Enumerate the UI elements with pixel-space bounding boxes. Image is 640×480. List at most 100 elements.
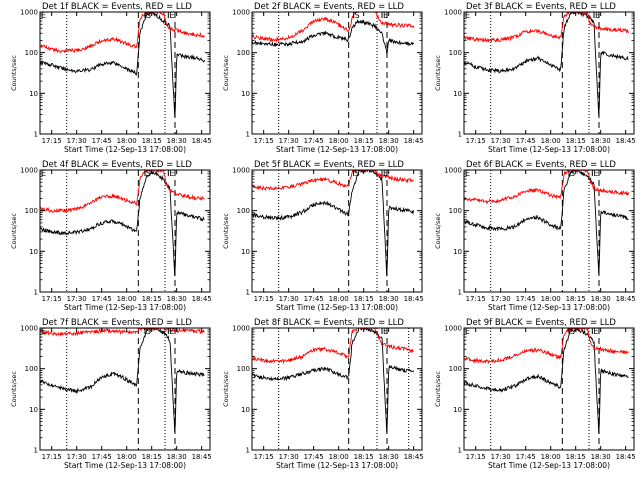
panel-2: 1 10 100 1000 17:15 17:30 17:45 18:00 18:15 18:30… [222, 0, 424, 154]
x-tick-label: 17:30 [491, 295, 511, 303]
panel-title: Det 5f BLACK = Events, RED = LLD [254, 160, 404, 170]
y-tick-label: 100 [25, 207, 38, 215]
y-tick-label: 10 [453, 248, 462, 256]
x-tick-label: 18:15 [566, 137, 586, 145]
plot-frame [463, 169, 635, 293]
x-tick-label: 18:45 [616, 295, 636, 303]
y-tick-label: 10 [241, 90, 250, 98]
clip-cover [463, 316, 635, 328]
y-tick-label: 1000 [20, 167, 38, 175]
x-tick-label: 17:30 [67, 137, 87, 145]
y-tick-label: 100 [25, 49, 38, 57]
event-marker-label: S [570, 327, 575, 336]
event-marker-label: E [383, 11, 388, 20]
x-tick-label: 18:30 [167, 295, 187, 303]
x-tick-label: 18:45 [404, 137, 424, 145]
events-series-line [463, 168, 629, 275]
y-tick-label: 1000 [20, 9, 38, 17]
y-tick-label: 1000 [20, 325, 38, 333]
y-tick-label: 10 [453, 90, 462, 98]
x-tick-label: 17:15 [254, 295, 274, 303]
y-axis-label: Counts/sec [222, 371, 230, 407]
event-marker-label: S [146, 11, 151, 20]
x-tick-label: 18:30 [379, 453, 399, 461]
panel-3: 1 10 100 1000 17:15 17:30 17:45 18:00 18:15 18:30… [434, 0, 636, 154]
x-tick-label: 17:30 [491, 137, 511, 145]
events-series-line [39, 326, 205, 433]
x-axis-label: Start Time (12-Sep-13 17:08:00) [64, 145, 186, 154]
y-tick-label: 10 [29, 406, 38, 414]
x-tick-label: 18:45 [192, 453, 212, 461]
y-tick-label: 100 [25, 365, 38, 373]
plot-frame [251, 169, 423, 293]
events-series-line [463, 9, 629, 116]
panel-5: 1 10 100 1000 17:15 17:30 17:45 18:00 18:15 18:30… [222, 158, 424, 312]
event-marker-label: E [383, 327, 388, 336]
event-marker-label: E [465, 169, 470, 178]
x-tick-label: 17:45 [304, 453, 324, 461]
panel-title: Det 4f BLACK = Events, RED = LLD [42, 160, 192, 170]
x-axis-label: Start Time (12-Sep-13 17:08:00) [488, 303, 610, 312]
x-tick-label: 17:45 [92, 453, 112, 461]
x-axis-label: Start Time (12-Sep-13 17:08:00) [276, 303, 398, 312]
x-tick-label: 17:45 [304, 295, 324, 303]
y-tick-label: 1 [458, 447, 462, 455]
x-tick-label: 18:30 [379, 137, 399, 145]
x-axis-label: Start Time (12-Sep-13 17:08:00) [488, 145, 610, 154]
y-tick-label: 10 [453, 406, 462, 414]
x-tick-label: 18:45 [192, 137, 212, 145]
x-axis-label: Start Time (12-Sep-13 17:08:00) [276, 461, 398, 470]
panel-title: Det 8f BLACK = Events, RED = LLD [254, 318, 404, 328]
y-tick-label: 1 [458, 131, 462, 139]
x-tick-label: 18:00 [117, 453, 137, 461]
event-marker-label: E [595, 11, 600, 20]
lld-series-line [463, 9, 629, 44]
x-tick-label: 18:00 [541, 137, 561, 145]
clip-cover [251, 316, 423, 328]
y-tick-label: 100 [449, 207, 462, 215]
x-tick-label: 17:15 [466, 137, 486, 145]
x-tick-label: 17:30 [491, 453, 511, 461]
event-marker-label: E [41, 327, 46, 336]
lld-series-line [463, 167, 629, 204]
x-tick-label: 18:30 [591, 137, 611, 145]
x-tick-label: 18:15 [354, 453, 374, 461]
x-tick-label: 18:45 [192, 295, 212, 303]
y-tick-label: 10 [241, 406, 250, 414]
x-tick-label: 17:15 [254, 453, 274, 461]
events-series-line [39, 10, 205, 117]
panel-title: Det 3f BLACK = Events, RED = LLD [466, 2, 616, 12]
x-tick-label: 18:15 [142, 295, 162, 303]
x-tick-label: 17:30 [279, 453, 299, 461]
lld-series-line [39, 9, 205, 54]
plot-frame [251, 11, 423, 135]
x-tick-label: 18:15 [142, 453, 162, 461]
x-tick-label: 18:30 [167, 137, 187, 145]
clip-cover [251, 0, 423, 12]
y-tick-label: 10 [29, 90, 38, 98]
lld-series-line [39, 167, 205, 214]
x-tick-label: 17:15 [42, 453, 62, 461]
events-series-line [251, 325, 415, 433]
x-tick-label: 18:45 [616, 137, 636, 145]
clip-cover [39, 0, 211, 12]
x-tick-label: 18:00 [117, 295, 137, 303]
x-tick-label: 18:15 [354, 137, 374, 145]
y-axis-label: Counts/sec [434, 55, 442, 91]
y-tick-label: 1 [458, 289, 462, 297]
y-axis-label: Counts/sec [10, 55, 18, 91]
x-tick-label: 18:30 [167, 453, 187, 461]
y-tick-label: 100 [237, 207, 250, 215]
y-tick-label: 1 [246, 289, 250, 297]
panel-title: Det 9f BLACK = Events, RED = LLD [466, 318, 616, 328]
y-tick-label: 1000 [232, 325, 250, 333]
plot-frame [39, 327, 211, 451]
event-marker-label: E [169, 327, 174, 336]
y-axis-label: Counts/sec [222, 213, 230, 249]
panel-1: 1 10 100 1000 17:15 17:30 17:45 18:00 18:15 18:30… [10, 0, 212, 154]
y-tick-label: 1000 [444, 325, 462, 333]
plot-frame [251, 327, 423, 451]
y-tick-label: 1000 [444, 167, 462, 175]
x-tick-label: 17:15 [466, 453, 486, 461]
